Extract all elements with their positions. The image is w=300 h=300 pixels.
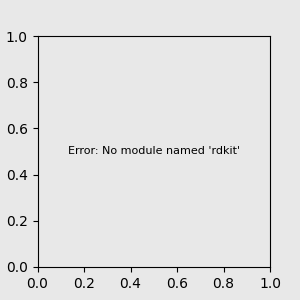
Text: Error: No module named 'rdkit': Error: No module named 'rdkit' (68, 146, 240, 157)
